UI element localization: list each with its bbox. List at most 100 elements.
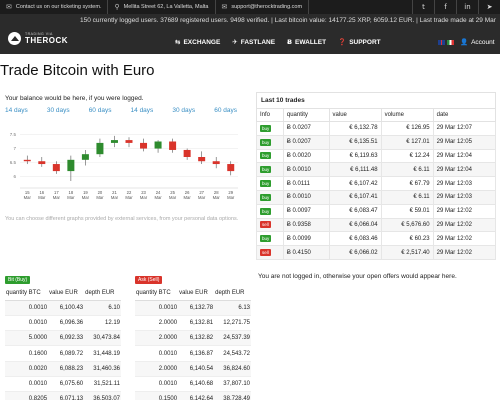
- email-link[interactable]: ✉ support@therocktrading.com: [216, 0, 310, 14]
- bid-row[interactable]: 0.0010 6,096.36 12.19: [5, 315, 121, 332]
- uk-flag-icon[interactable]: [438, 39, 445, 45]
- chart-y-tick-label: 6.5: [10, 160, 17, 165]
- trade-info-cell: buy: [256, 121, 284, 136]
- ask-quantity-cell: 0.0010: [135, 376, 179, 393]
- ask-value-cell: 6,142.64: [178, 391, 215, 400]
- ask-depth-cell: 37,807.10: [214, 376, 251, 393]
- chart-y-tick-label: 7.5: [10, 132, 17, 137]
- twitter-icon[interactable]: t: [412, 0, 434, 14]
- exchange-icon: ⇆: [175, 38, 181, 46]
- trade-row: buy Ƀ 0.0111 € 6,107.42 € 67.79 29 Mar 12:03: [256, 176, 497, 191]
- bid-header-row: quantity BTC value EUR depth EUR: [5, 287, 121, 301]
- bid-row[interactable]: 0.8205 6,071.13 36,503.07: [5, 391, 121, 400]
- chart-x-tick-label: 22: [127, 190, 132, 195]
- chart-x-tick-label: 25: [170, 190, 175, 195]
- address-item: ⚲ Mellita Street 62, La Valletta, Malta: [108, 0, 216, 14]
- italy-flag-icon[interactable]: [447, 39, 454, 45]
- ask-row[interactable]: 0.1500 6,142.64 38,728.49: [135, 391, 251, 400]
- col-date: date: [432, 108, 497, 122]
- chart-x-tick-label: Mar: [169, 195, 177, 200]
- bid-row[interactable]: 0.0010 6,075.60 31,521.11: [5, 376, 121, 393]
- chart-x-tick-label: Mar: [140, 195, 148, 200]
- ask-value-cell: 6,140.68: [178, 376, 215, 393]
- chart-x-tick-label: 28: [214, 190, 219, 195]
- bid-value-cell: 6,071.13: [48, 391, 85, 400]
- ask-depth-cell: 6.13: [214, 300, 251, 316]
- candle-body: [198, 157, 206, 162]
- bid-row[interactable]: 5.0000 6,092.33 30,473.84: [5, 330, 121, 347]
- ask-depth-cell: 36,824.60: [214, 361, 251, 377]
- contact-link[interactable]: ✉ Contact us on our ticketing system.: [0, 0, 109, 14]
- bid-depth-cell: 30,473.84: [84, 330, 121, 347]
- logo[interactable]: TRADING VIA THEROCK: [8, 32, 68, 45]
- chart-x-tick-label: Mar: [125, 195, 133, 200]
- support-icon: ❓: [338, 38, 347, 46]
- trade-row: sell Ƀ 0.4150 € 6,066.02 € 2,517.40 29 Mar 1…: [256, 245, 497, 260]
- trade-date-cell: 29 Mar 12:03: [432, 189, 497, 205]
- bid-value-cell: 6,089.72: [48, 345, 85, 362]
- ask-quantity-cell: 2.0000: [135, 315, 179, 332]
- nav-support[interactable]: ❓ SUPPORT: [338, 38, 381, 46]
- ask-row[interactable]: 2.0000 6,132.82 24,537.39: [135, 330, 251, 347]
- period-60-days[interactable]: 60 days: [88, 107, 112, 114]
- chart-y-tick-label: 6: [13, 174, 16, 179]
- ask-row[interactable]: 2.0000 6,132.81 12,271.75: [135, 315, 251, 332]
- trade-info-cell: buy: [256, 148, 284, 164]
- share-icon[interactable]: ➤: [478, 0, 500, 14]
- ask-row[interactable]: 0.0010 6,136.87 24,543.72: [135, 345, 251, 362]
- trade-volume-cell: € 59.01: [380, 203, 434, 219]
- ask-row[interactable]: 0.0010 6,140.68 37,807.10: [135, 376, 251, 393]
- nav-ewallet[interactable]: Ƀ EWALLET: [287, 38, 326, 46]
- ask-row[interactable]: 2.0000 6,140.54 36,824.60: [135, 361, 251, 377]
- fastlane-icon: ✈: [232, 38, 238, 46]
- bid-order-book: Bit (Buy) quantity BTC value EUR depth E…: [5, 276, 121, 400]
- bid-depth-cell: 12.19: [84, 315, 121, 332]
- chart-x-tick-label: 23: [141, 190, 146, 195]
- trade-quantity-cell: Ƀ 0.0010: [282, 162, 330, 178]
- nav-fastlane[interactable]: ✈ FASTLANE: [232, 38, 275, 46]
- mail-icon: ✉: [221, 4, 228, 11]
- bid-row[interactable]: 0.0010 6,100.43 6.10: [5, 300, 121, 316]
- period-30-days[interactable]: 30 days: [46, 107, 70, 114]
- ask-value-cell: 6,132.81: [178, 315, 215, 332]
- period-14-days-alt[interactable]: 14 days: [130, 107, 154, 114]
- period-30-days-alt[interactable]: 30 days: [172, 107, 196, 114]
- chart-x-tick-label: 27: [199, 190, 204, 195]
- trade-row: sell Ƀ 0.9358 € 6,066.04 € 5,676.60 29 Mar 1…: [256, 217, 497, 233]
- ask-depth-cell: 12,271.75: [214, 315, 251, 332]
- trade-value-cell: € 6,107.42: [328, 176, 382, 191]
- period-14-days[interactable]: 14 days: [5, 107, 28, 114]
- trade-value-cell: € 6,119.63: [328, 148, 382, 164]
- bid-depth-cell: 31,521.11: [84, 376, 121, 393]
- account-menu[interactable]: 👤 Account: [460, 38, 495, 46]
- chart-x-tick-label: Mar: [213, 195, 221, 200]
- facebook-icon[interactable]: f: [434, 0, 456, 14]
- ask-col-depth: depth EUR: [214, 287, 251, 301]
- period-60-days-alt[interactable]: 60 days: [214, 107, 237, 114]
- trade-volume-cell: € 127.01: [380, 134, 434, 150]
- chart-x-tick-label: Mar: [53, 195, 61, 200]
- trade-volume-cell: € 12.24: [380, 148, 434, 164]
- bid-value-cell: 6,088.23: [48, 361, 85, 377]
- nav-exchange[interactable]: ⇆ EXCHANGE: [175, 38, 220, 46]
- trade-date-cell: 29 Mar 12:07: [432, 121, 497, 136]
- trade-value-cell: € 6,135.51: [328, 134, 382, 150]
- trade-row: buy Ƀ 0.0097 € 6,083.47 € 59.01 29 Mar 12:02: [256, 203, 497, 219]
- bid-value-cell: 6,096.36: [48, 315, 85, 332]
- map-pin-icon: ⚲: [114, 4, 120, 11]
- nav-ewallet-label: EWALLET: [295, 38, 327, 46]
- col-volume: volume: [380, 108, 434, 122]
- ask-depth-cell: 24,543.72: [214, 345, 251, 362]
- bid-row[interactable]: 0.0020 6,088.23 31,460.36: [5, 361, 121, 377]
- bid-row[interactable]: 0.1600 6,089.72 31,448.19: [5, 345, 121, 362]
- ask-row[interactable]: 0.0010 6,132.78 6.13: [135, 300, 251, 316]
- chart-x-tick-label: Mar: [82, 195, 90, 200]
- bid-col-depth: depth EUR: [84, 287, 121, 301]
- linkedin-icon[interactable]: in: [456, 0, 478, 14]
- site-header: 150 currently logged users. 37689 regist…: [0, 14, 500, 54]
- trade-row: buy Ƀ 0.0010 € 6,107.41 € 6.11 29 Mar 12:03: [256, 189, 497, 205]
- trade-value-cell: € 6,111.48: [328, 162, 382, 178]
- trade-info-cell: buy: [256, 189, 284, 205]
- bid-tag: Bit (Buy): [5, 276, 31, 284]
- candle-body: [154, 141, 162, 149]
